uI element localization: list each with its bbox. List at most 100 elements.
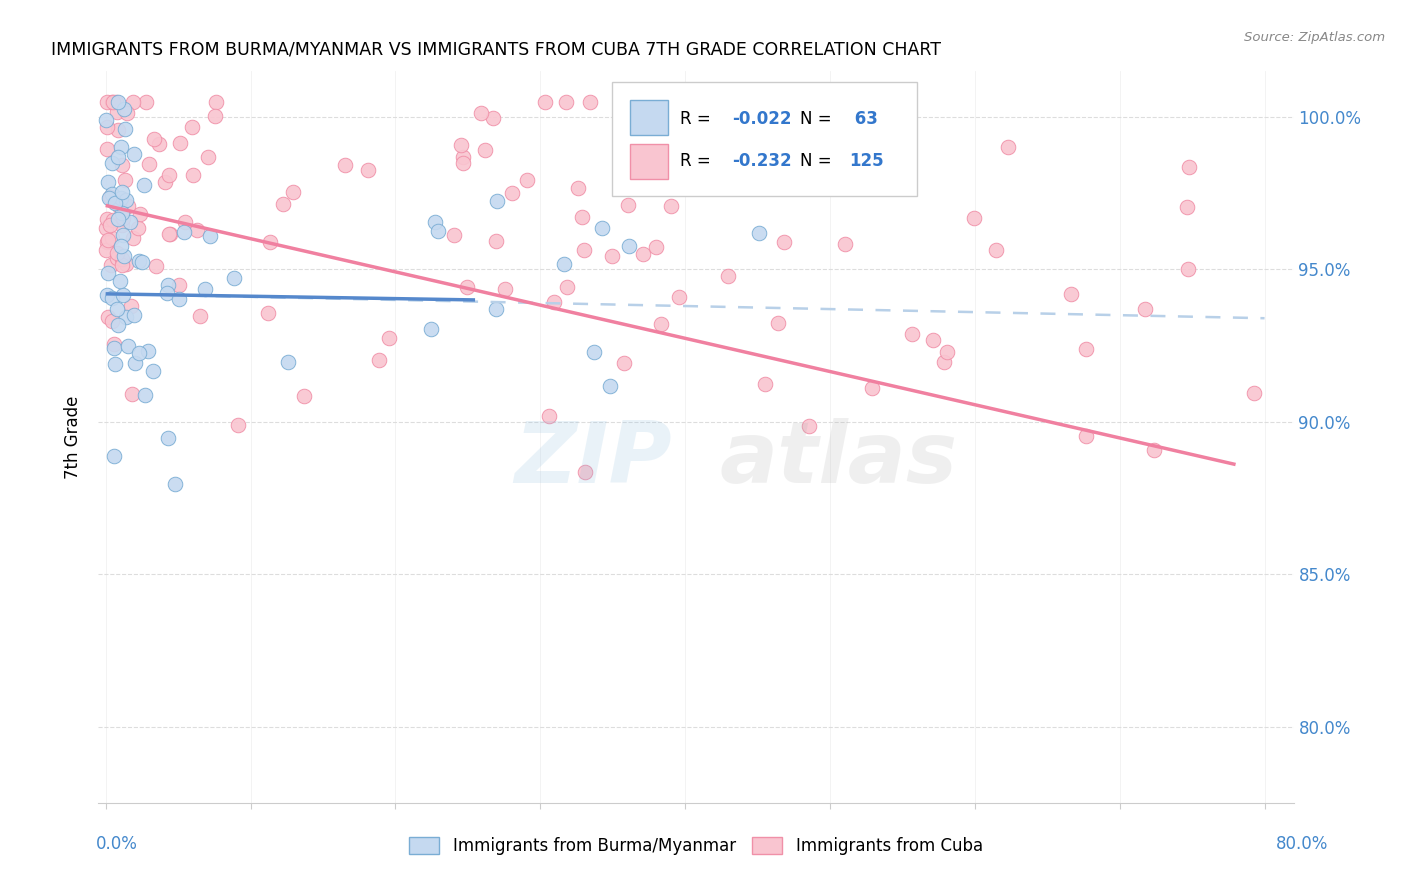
Point xyxy=(120,299,142,313)
Point xyxy=(100,231,122,245)
Point xyxy=(716,269,738,284)
Point xyxy=(224,271,246,285)
Point xyxy=(101,95,124,109)
Point xyxy=(335,158,357,172)
Point xyxy=(443,228,465,243)
Text: -0.232: -0.232 xyxy=(733,153,792,170)
Point xyxy=(1143,443,1166,458)
Text: -0.022: -0.022 xyxy=(733,110,792,128)
Point xyxy=(114,122,136,136)
Point xyxy=(117,199,139,213)
Point xyxy=(932,355,955,369)
Point xyxy=(200,229,222,244)
Point xyxy=(97,234,120,248)
Point xyxy=(114,257,136,271)
Point xyxy=(111,218,134,232)
Point xyxy=(111,206,134,220)
Point xyxy=(773,235,796,250)
Point xyxy=(98,190,121,204)
Point xyxy=(451,155,474,169)
Point xyxy=(124,356,146,370)
Point xyxy=(122,95,145,109)
Point xyxy=(997,140,1019,154)
Text: N =: N = xyxy=(800,110,837,128)
Point xyxy=(481,111,503,125)
Point xyxy=(257,306,280,320)
Point xyxy=(582,345,605,359)
Text: atlas: atlas xyxy=(720,417,957,500)
Point xyxy=(121,387,143,401)
Point xyxy=(567,181,589,195)
Point xyxy=(167,292,190,306)
Point xyxy=(114,173,136,187)
Y-axis label: 7th Grade: 7th Grade xyxy=(65,395,83,479)
Point xyxy=(600,249,623,263)
Point xyxy=(617,239,640,253)
Point xyxy=(1175,200,1198,214)
Point xyxy=(537,409,560,424)
Point xyxy=(104,95,127,109)
Point xyxy=(110,196,132,211)
Point xyxy=(103,357,125,371)
Point xyxy=(107,105,129,120)
Point xyxy=(104,194,127,209)
Point xyxy=(101,155,124,169)
Point xyxy=(110,239,132,253)
Point xyxy=(922,334,945,348)
Point xyxy=(368,353,391,368)
Point xyxy=(470,106,492,120)
Text: 80.0%: 80.0% xyxy=(1277,835,1329,853)
Point xyxy=(143,131,166,145)
Point xyxy=(474,144,496,158)
Point xyxy=(155,175,177,189)
Point xyxy=(97,310,120,325)
Point xyxy=(650,317,672,331)
Point xyxy=(485,234,508,248)
Point xyxy=(860,381,883,395)
Point xyxy=(574,243,596,257)
Point xyxy=(271,197,294,211)
Point xyxy=(127,221,149,235)
Point xyxy=(103,449,125,463)
Point xyxy=(668,289,690,303)
Point xyxy=(107,150,129,164)
Point xyxy=(188,309,211,323)
Point xyxy=(121,231,143,245)
Point xyxy=(101,314,124,328)
Point xyxy=(157,278,180,293)
Point xyxy=(94,243,117,257)
Point xyxy=(107,123,129,137)
Point xyxy=(579,95,602,109)
Point xyxy=(494,282,516,296)
Point xyxy=(128,207,150,221)
Point xyxy=(962,211,984,225)
FancyBboxPatch shape xyxy=(630,144,668,179)
Point xyxy=(122,146,145,161)
Point xyxy=(553,258,575,272)
Point xyxy=(159,227,181,241)
Point xyxy=(112,102,135,116)
Point xyxy=(100,258,122,272)
Point xyxy=(754,377,776,392)
Point xyxy=(543,294,565,309)
Point xyxy=(103,336,125,351)
Point xyxy=(142,364,165,378)
Text: IMMIGRANTS FROM BURMA/MYANMAR VS IMMIGRANTS FROM CUBA 7TH GRADE CORRELATION CHAR: IMMIGRANTS FROM BURMA/MYANMAR VS IMMIGRA… xyxy=(51,41,941,59)
Point xyxy=(115,193,138,207)
Text: 125: 125 xyxy=(849,153,883,170)
Text: Source: ZipAtlas.com: Source: ZipAtlas.com xyxy=(1244,31,1385,45)
Text: N =: N = xyxy=(800,153,837,170)
Point xyxy=(110,258,132,272)
Point xyxy=(156,285,179,300)
Point xyxy=(105,251,128,265)
Point xyxy=(131,255,153,269)
Point xyxy=(378,331,401,345)
Point xyxy=(1177,160,1199,174)
Legend: Immigrants from Burma/Myanmar, Immigrants from Cuba: Immigrants from Burma/Myanmar, Immigrant… xyxy=(402,830,990,862)
Point xyxy=(501,186,523,200)
Point xyxy=(105,246,128,260)
Point xyxy=(292,389,315,403)
Point xyxy=(616,197,638,211)
Point xyxy=(101,186,124,201)
Point xyxy=(114,310,136,324)
